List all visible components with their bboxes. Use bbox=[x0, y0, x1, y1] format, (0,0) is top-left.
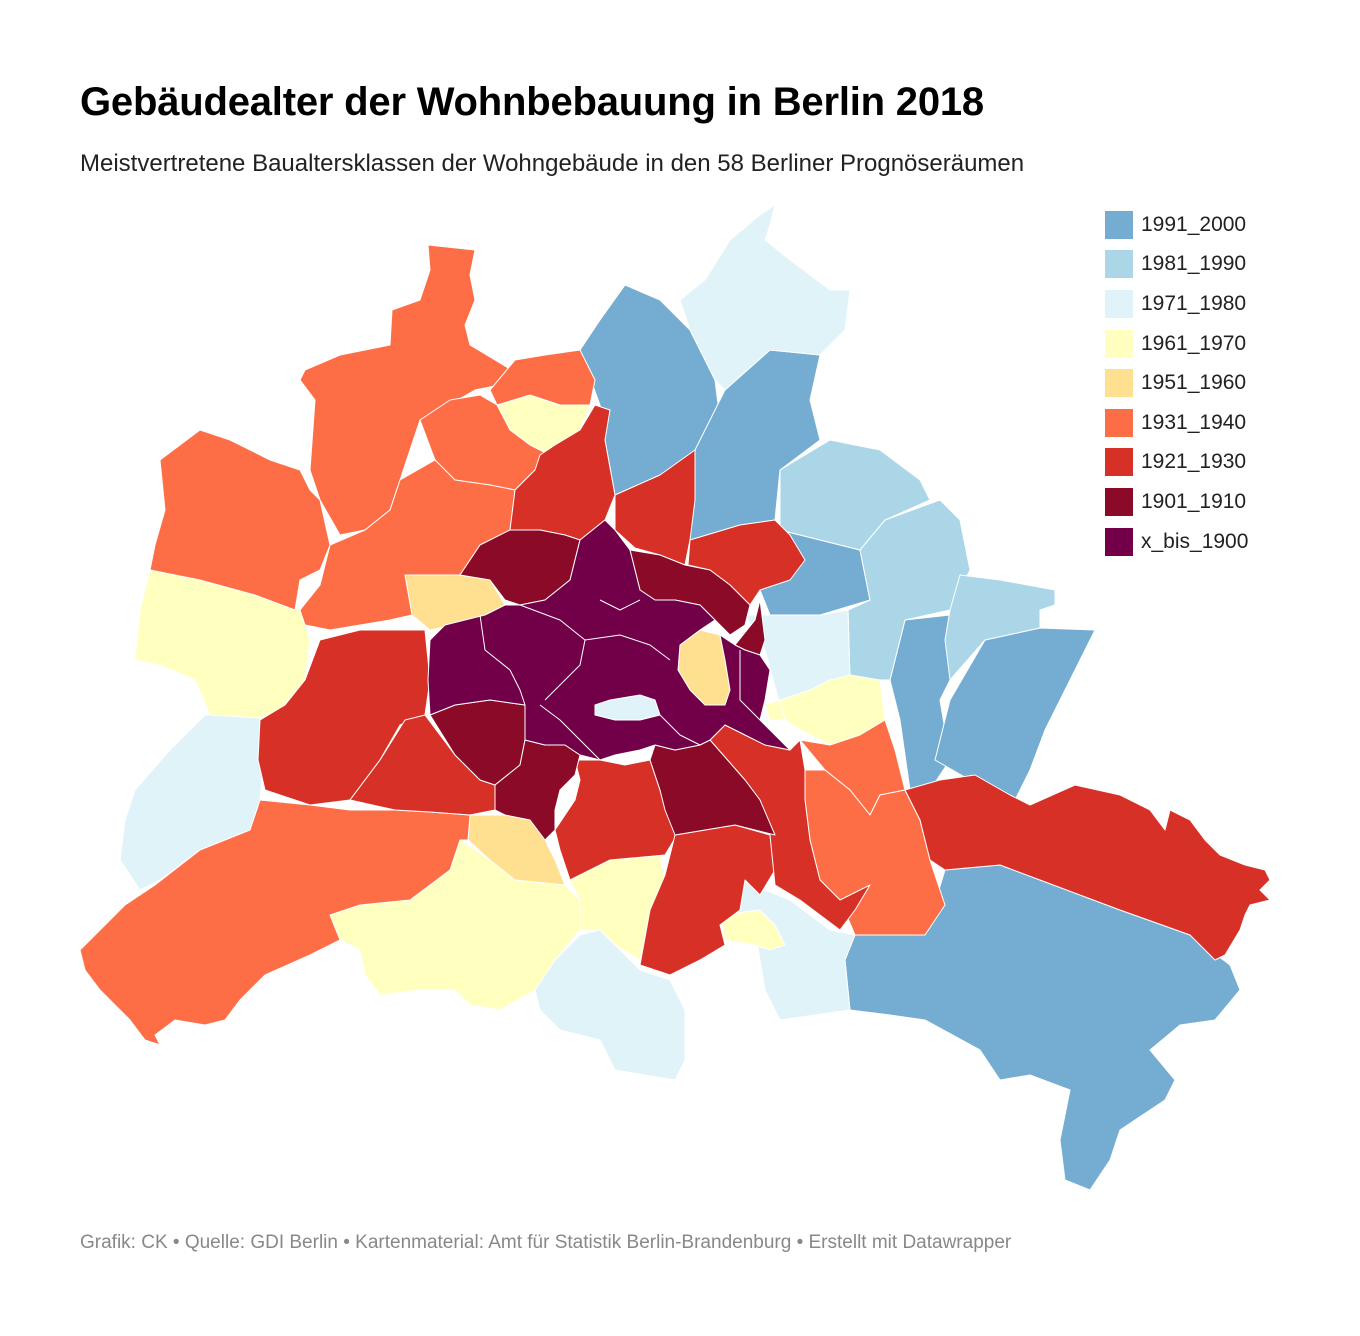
legend-label: 1931_1940 bbox=[1141, 410, 1247, 434]
regions-1931-1940 bbox=[79, 244, 946, 1046]
region bbox=[719, 909, 786, 951]
legend-swatch bbox=[1105, 329, 1133, 358]
legend-swatch bbox=[1105, 369, 1133, 398]
district-boundaries bbox=[479, 599, 761, 761]
legend-item: 1981_1990 bbox=[1105, 245, 1248, 285]
region bbox=[614, 449, 696, 566]
legend-item: 1991_2000 bbox=[1105, 205, 1248, 245]
map-title: Gebäudealter der Wohnbebauung in Berlin … bbox=[80, 80, 984, 124]
region bbox=[764, 699, 786, 721]
legend-swatch bbox=[1105, 210, 1133, 239]
legend-label: 1961_1970 bbox=[1141, 331, 1247, 355]
region bbox=[679, 204, 851, 391]
legend-label: 1991_2000 bbox=[1141, 212, 1247, 236]
region bbox=[944, 574, 1056, 681]
regions-1921-1930 bbox=[257, 404, 1271, 976]
region bbox=[79, 799, 471, 1046]
boundary-line bbox=[599, 599, 641, 611]
legend-item: 1931_1940 bbox=[1105, 403, 1248, 443]
legend-label: 1951_1960 bbox=[1141, 371, 1247, 395]
legend-swatch bbox=[1105, 250, 1133, 279]
boundary-line bbox=[539, 704, 601, 761]
region bbox=[149, 429, 331, 611]
region bbox=[639, 824, 776, 976]
legend-swatch bbox=[1105, 289, 1133, 318]
regions-1961-1970 bbox=[134, 394, 886, 1011]
boundary-line bbox=[659, 714, 701, 746]
regions-1981-1990 bbox=[779, 439, 1056, 681]
regions-1991-2000 bbox=[579, 284, 1241, 1191]
region bbox=[534, 929, 686, 1081]
region bbox=[847, 499, 971, 681]
boundary-line bbox=[479, 614, 526, 706]
legend-swatch bbox=[1105, 408, 1133, 437]
legend-label: 1921_1930 bbox=[1141, 450, 1247, 474]
legend-swatch bbox=[1105, 487, 1133, 516]
legend-swatch bbox=[1105, 448, 1133, 477]
region bbox=[779, 439, 931, 551]
region bbox=[554, 759, 681, 881]
legend-swatch bbox=[1105, 527, 1133, 556]
legend-item: 1921_1930 bbox=[1105, 443, 1248, 483]
boundary-line bbox=[584, 634, 671, 661]
map-subtitle: Meistvertretene Baualtersklassen der Woh… bbox=[80, 150, 1025, 177]
legend-item: 1951_1960 bbox=[1105, 363, 1248, 403]
region bbox=[934, 627, 1096, 801]
regions-1901-1910 bbox=[429, 529, 776, 841]
region bbox=[489, 349, 596, 406]
boundary-line bbox=[519, 604, 586, 701]
legend-label: 1981_1990 bbox=[1141, 252, 1247, 276]
legend-item: 1971_1980 bbox=[1105, 284, 1248, 324]
legend: 1991_2000 1981_1990 1971_1980 1961_1970 … bbox=[1105, 205, 1248, 561]
legend-item: 1961_1970 bbox=[1105, 324, 1248, 364]
region bbox=[904, 774, 1271, 961]
legend-item: x_bis_1900 bbox=[1105, 522, 1248, 562]
regions-1971-1980 bbox=[119, 204, 856, 1081]
region bbox=[349, 714, 496, 816]
legend-label: 1971_1980 bbox=[1141, 291, 1247, 315]
source-footer: Grafik: CK • Quelle: GDI Berlin • Karten… bbox=[80, 1232, 1012, 1253]
legend-item: 1901_1910 bbox=[1105, 482, 1248, 522]
boundary-line bbox=[739, 650, 761, 721]
legend-label: x_bis_1900 bbox=[1141, 529, 1249, 553]
legend-label: 1901_1910 bbox=[1141, 489, 1247, 513]
